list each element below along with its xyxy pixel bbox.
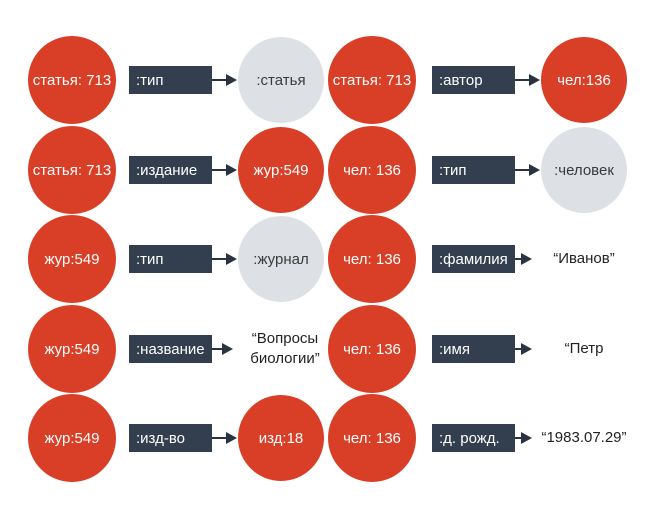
arrow-line xyxy=(515,258,522,260)
subject-node: статья: 713 xyxy=(28,126,116,214)
subject-node: чел: 136 xyxy=(328,305,416,393)
predicate-label: :тип xyxy=(129,245,212,273)
predicate-label: :издание xyxy=(129,156,212,184)
arrow-head-icon xyxy=(521,343,532,355)
predicate-label: :тип xyxy=(129,66,212,94)
arrow-head-icon xyxy=(529,164,540,176)
object-node: чел:136 xyxy=(541,37,627,123)
arrow-head-icon xyxy=(226,432,237,444)
predicate-label: :фамилия xyxy=(432,245,515,273)
arrow-head-icon xyxy=(529,74,540,86)
arrow-line xyxy=(515,79,530,81)
subject-node: чел: 136 xyxy=(328,394,416,482)
subject-node: жур:549 xyxy=(28,394,116,482)
predicate-label: :автор xyxy=(432,66,515,94)
class-node: :журнал xyxy=(238,216,324,302)
arrow-line xyxy=(515,348,522,350)
subject-node: жур:549 xyxy=(28,305,116,393)
predicate-label: :тип xyxy=(432,156,515,184)
arrow-head-icon xyxy=(222,343,233,355)
arrow-line xyxy=(515,437,522,439)
object-node: жур:549 xyxy=(238,127,324,213)
arrow-line xyxy=(212,79,227,81)
subject-node: жур:549 xyxy=(28,215,116,303)
literal-value: “Вопросы биологии” xyxy=(250,330,320,367)
object-node: изд:18 xyxy=(238,395,324,481)
predicate-label: :имя xyxy=(432,335,515,363)
class-node: :человек xyxy=(541,127,627,213)
predicate-label: :название xyxy=(129,335,212,363)
predicate-label: :д. рожд. xyxy=(432,424,515,452)
class-node: :статья xyxy=(238,37,324,123)
arrow-head-icon xyxy=(226,253,237,265)
literal-value: “Иванов” xyxy=(553,250,615,267)
literal-value: “1983.07.29” xyxy=(541,429,627,446)
arrow-line xyxy=(212,437,227,439)
subject-node: статья: 713 xyxy=(28,36,116,124)
arrow-head-icon xyxy=(521,253,532,265)
predicate-label: :изд-во xyxy=(129,424,212,452)
arrow-line xyxy=(212,169,227,171)
arrow-head-icon xyxy=(226,164,237,176)
subject-node: чел: 136 xyxy=(328,126,416,214)
arrow-line xyxy=(515,169,530,171)
arrow-line xyxy=(212,348,223,350)
literal-value: “Петр xyxy=(564,340,604,357)
arrow-head-icon xyxy=(521,432,532,444)
subject-node: статья: 713 xyxy=(328,36,416,124)
arrow-head-icon xyxy=(226,74,237,86)
subject-node: чел: 136 xyxy=(328,215,416,303)
arrow-line xyxy=(212,258,227,260)
